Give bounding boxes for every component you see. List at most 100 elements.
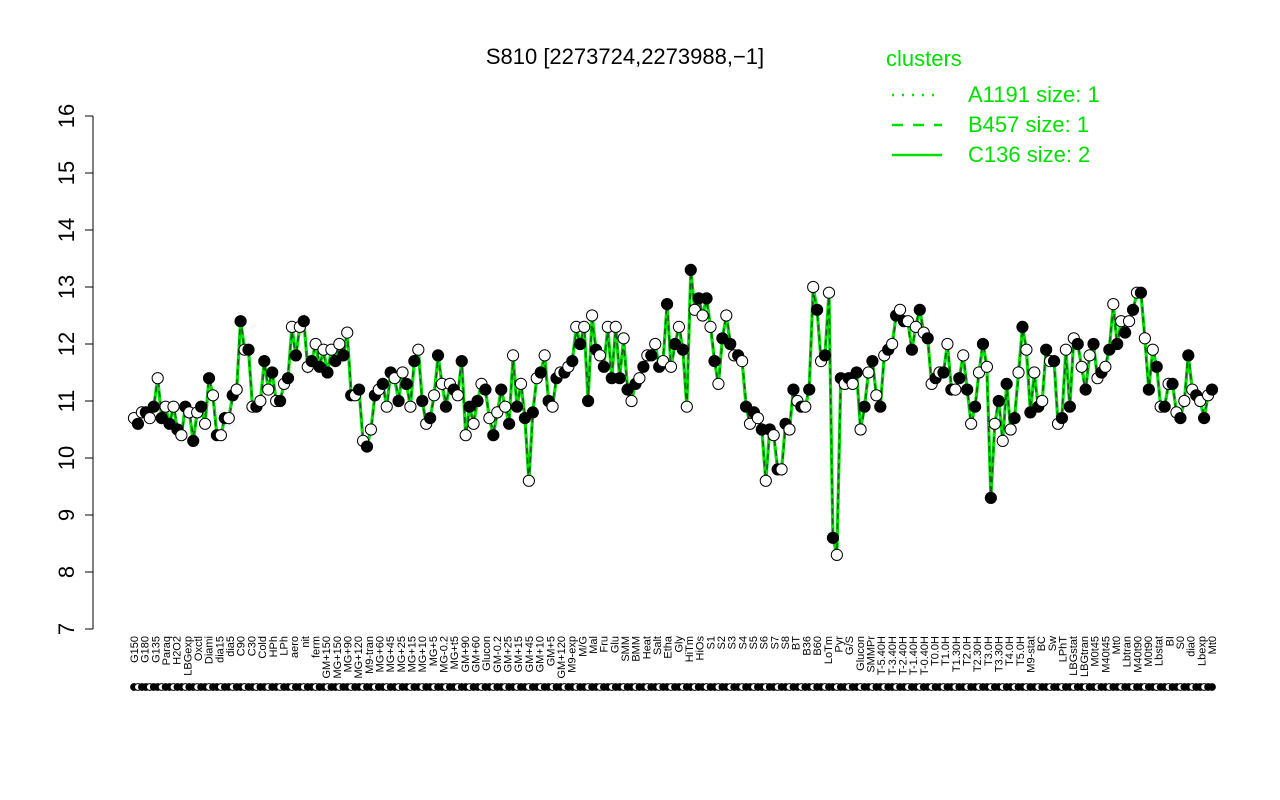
x-tick-label: GM+15 xyxy=(513,636,525,672)
data-point xyxy=(870,389,883,402)
x-tick-label: S3 xyxy=(727,636,739,649)
data-point xyxy=(392,394,405,408)
data-point xyxy=(905,343,918,356)
data-point xyxy=(854,423,867,436)
data-point xyxy=(206,389,220,402)
x-tick-label: MG+45 xyxy=(385,636,397,672)
data-point xyxy=(633,372,646,385)
data-point xyxy=(455,355,468,368)
x-tick-label: dia15 xyxy=(214,636,226,663)
x-tick-label: Cold xyxy=(257,636,269,659)
x-tick-label: T2.30H xyxy=(972,636,984,672)
data-point xyxy=(1134,286,1148,299)
data-point xyxy=(258,355,271,368)
data-point xyxy=(984,491,997,504)
data-point xyxy=(676,343,689,356)
data-point xyxy=(913,303,926,316)
data-point xyxy=(988,417,1001,430)
data-point xyxy=(1198,412,1211,425)
x-tick-label: C90 xyxy=(236,636,248,656)
data-point xyxy=(274,394,287,408)
y-tick-label: 8 xyxy=(54,566,79,578)
data-point xyxy=(364,423,378,436)
data-point xyxy=(297,315,310,328)
x-tick-label: Glucon xyxy=(481,636,493,671)
x-tick-label: M9-exp xyxy=(567,636,579,673)
chart-title: S810 [2273724,2273988,−1] xyxy=(486,44,764,69)
data-point xyxy=(281,372,295,385)
data-point xyxy=(479,383,492,396)
data-point xyxy=(759,474,772,487)
x-tick-label: MG+t5 xyxy=(449,636,461,669)
data-point xyxy=(198,417,212,430)
x-tick-label: C30 xyxy=(246,636,258,656)
x-tick-label: Gly xyxy=(673,636,685,653)
x-tick-label: T3.30H xyxy=(994,636,1006,672)
y-tick-label: 12 xyxy=(54,332,79,356)
data-point xyxy=(858,400,871,413)
x-tick-label: MG+5 xyxy=(428,636,440,666)
x-tick-label: M40t90 xyxy=(1132,636,1144,673)
legend-item-a1191: A1191 size: 1 xyxy=(968,82,1100,107)
data-point xyxy=(826,531,840,544)
x-tick-label: BI xyxy=(1164,636,1176,646)
data-point xyxy=(396,366,409,379)
data-point xyxy=(214,429,227,442)
data-point xyxy=(1178,394,1191,408)
x-tick-label: Glucon xyxy=(855,636,867,671)
data-point xyxy=(428,389,441,402)
y-tick-label: 9 xyxy=(54,509,79,521)
x-tick-label: Heat xyxy=(641,636,653,659)
data-point xyxy=(1122,315,1136,328)
x-tick-label: LoTm xyxy=(823,636,835,664)
x-tick-label: GM+150 xyxy=(321,636,333,679)
data-point xyxy=(1166,377,1179,390)
data-point xyxy=(459,429,472,442)
x-tick-label: M/G xyxy=(577,636,589,657)
x-tick-label: MG+90 xyxy=(342,636,354,672)
data-point xyxy=(704,320,717,333)
series-line-b457 xyxy=(133,271,1213,554)
x-tick-label: M40t45 xyxy=(1100,636,1112,673)
x-tick-label: T-1.40H xyxy=(908,636,920,675)
x-tick-label: B60 xyxy=(812,636,824,656)
x-tick-label: MG+15 xyxy=(407,636,419,672)
legend-item-b457: B457 size: 1 xyxy=(968,112,1089,137)
x-tick-label: Fru xyxy=(599,636,611,653)
data-point xyxy=(534,366,547,379)
data-point xyxy=(1111,337,1124,351)
data-point xyxy=(680,400,693,413)
x-tick-label: Oxctl xyxy=(193,636,205,661)
data-point xyxy=(262,383,275,396)
y-tick-label: 15 xyxy=(54,161,79,185)
x-tick-label: HPh xyxy=(268,636,280,657)
data-point xyxy=(333,337,346,351)
data-point xyxy=(408,355,421,368)
data-point xyxy=(811,303,824,316)
data-point xyxy=(886,337,899,351)
legend-title: clusters xyxy=(886,46,962,71)
y-axis: 7 8 9 10 11 12 13 14 15 16 xyxy=(54,104,94,635)
x-tick-label: S1 xyxy=(705,636,717,649)
data-point xyxy=(416,394,429,408)
legend-item-c136: C136 size: 2 xyxy=(968,142,1090,167)
x-tick-label: M9-tran xyxy=(364,636,376,674)
data-point xyxy=(341,326,354,339)
x-tick-label: HiTm xyxy=(684,636,696,662)
x-tick-label: BT xyxy=(791,636,803,650)
x-tick-label: T4.0H xyxy=(1004,636,1016,666)
data-point xyxy=(1182,349,1195,362)
x-tick-label: Glu xyxy=(609,636,621,653)
data-point xyxy=(254,394,267,408)
data-point xyxy=(1036,394,1049,408)
x-tick-label: G135 xyxy=(150,636,162,663)
data-point xyxy=(1099,360,1112,373)
data-point xyxy=(1119,326,1132,339)
x-tick-label: LBGtran xyxy=(1079,636,1091,677)
data-point xyxy=(187,434,200,447)
data-point xyxy=(546,400,559,413)
data-point xyxy=(1107,298,1120,311)
data-point xyxy=(495,383,508,396)
data-point xyxy=(574,337,587,351)
data-point xyxy=(862,366,875,379)
